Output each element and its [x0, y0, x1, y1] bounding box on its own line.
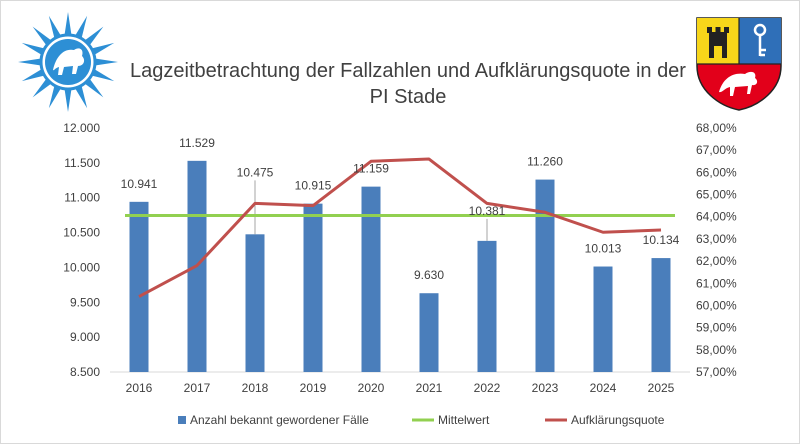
x-tick-label: 2020 [358, 381, 385, 395]
x-tick-label: 2023 [532, 381, 559, 395]
star-ray [75, 15, 88, 38]
bar [477, 240, 497, 372]
bar-data-label: 10.475 [237, 165, 274, 179]
legend-label: Anzahl bekannt gewordener Fälle [190, 413, 369, 427]
x-tick-label: 2021 [416, 381, 443, 395]
star-ray [95, 58, 118, 66]
leader-lines [254, 180, 488, 241]
bar-data-label: 9.630 [414, 268, 444, 282]
y-right-tick-label: 60,00% [696, 298, 737, 312]
y-left-tick-label: 9.000 [70, 330, 100, 344]
coat-of-arms-icon [696, 17, 782, 111]
star-ray [48, 15, 61, 38]
y-right-tick-label: 67,00% [696, 143, 737, 157]
star-ray [21, 69, 44, 82]
bar [303, 203, 323, 372]
star-ray [32, 26, 51, 45]
y-right-tick-label: 66,00% [696, 165, 737, 179]
bar-data-labels: 10.941 11.529 10.475 10.915 11.159 9.630 10.38… [121, 136, 680, 282]
bar [651, 258, 671, 372]
bar [361, 186, 381, 372]
bar [245, 234, 265, 372]
bar-data-label: 11.159 [353, 162, 389, 176]
y-left-tick-label: 12.000 [63, 121, 100, 135]
x-tick-label: 2025 [648, 381, 675, 395]
bar-data-label: 11.260 [527, 155, 563, 169]
x-tick-label: 2016 [126, 381, 153, 395]
y-right-tick-label: 62,00% [696, 254, 737, 268]
star-ray [32, 79, 51, 98]
y-right-tick-label: 59,00% [696, 321, 737, 335]
y-axis-left: 12.000 11.500 11.000 10.500 10.000 9.500 9.000… [63, 121, 100, 379]
bar-data-label: 10.941 [121, 177, 158, 191]
bar-data-label: 10.915 [295, 179, 332, 193]
y-right-tick-label: 58,00% [696, 343, 737, 357]
x-tick-label: 2019 [300, 381, 327, 395]
chart-title-line-1: Lagzeitbetrachtung der Fallzahlen und Au… [130, 60, 686, 82]
y-right-tick-label: 57,00% [696, 365, 737, 379]
star-ray [64, 12, 72, 35]
star-ray [18, 58, 41, 66]
star-ray [75, 86, 88, 109]
x-tick-label: 2018 [242, 381, 269, 395]
x-axis: 2016 2017 2018 2019 2020 2021 2022 2023 2024 2025 [110, 371, 690, 395]
x-tick-label: 2017 [184, 381, 211, 395]
star-ray [92, 42, 115, 55]
star-ray [21, 42, 44, 55]
y-right-tick-label: 68,00% [696, 121, 737, 135]
legend-swatch [178, 416, 186, 424]
bar [535, 179, 555, 372]
y-left-tick-label: 11.000 [64, 191, 100, 205]
x-tick-label: 2024 [590, 381, 617, 395]
y-right-tick-label: 64,00% [696, 210, 737, 224]
bar-data-label: 10.381 [469, 204, 506, 218]
y-left-tick-label: 8.500 [70, 365, 100, 379]
y-left-tick-label: 10.000 [63, 260, 100, 274]
bar-data-label: 11.529 [179, 136, 215, 150]
legend-label: Aufklärungsquote [571, 413, 665, 427]
star-ray [92, 69, 115, 82]
series-line [138, 157, 662, 298]
y-left-tick-label: 9.500 [70, 295, 100, 309]
star-ray [48, 86, 61, 109]
y-right-tick-label: 61,00% [696, 276, 737, 290]
star-ray [64, 89, 72, 112]
line-series [125, 157, 675, 298]
legend: Anzahl bekannt gewordener Fälle Mittelwer… [178, 413, 665, 427]
bar-data-label: 10.013 [585, 242, 622, 256]
bar-data-label: 10.134 [643, 233, 680, 247]
star-ray [85, 79, 104, 98]
bar [129, 201, 149, 372]
y-axis-right: 68,00% 67,00% 66,00% 65,00% 64,00% 63,00% 62,0… [696, 121, 737, 379]
bar-series [129, 160, 671, 372]
x-tick-label: 2022 [474, 381, 501, 395]
star-ray [85, 26, 104, 45]
y-right-tick-label: 63,00% [696, 232, 737, 246]
chart-title-line-2: PI Stade [370, 86, 447, 108]
y-right-tick-label: 65,00% [696, 188, 737, 202]
y-left-tick-label: 10.500 [63, 226, 100, 240]
police-star-icon [18, 12, 118, 112]
bar [419, 293, 439, 372]
legend-label: Mittelwert [438, 413, 490, 427]
y-left-tick-label: 11.500 [64, 156, 100, 170]
bar [593, 266, 613, 372]
